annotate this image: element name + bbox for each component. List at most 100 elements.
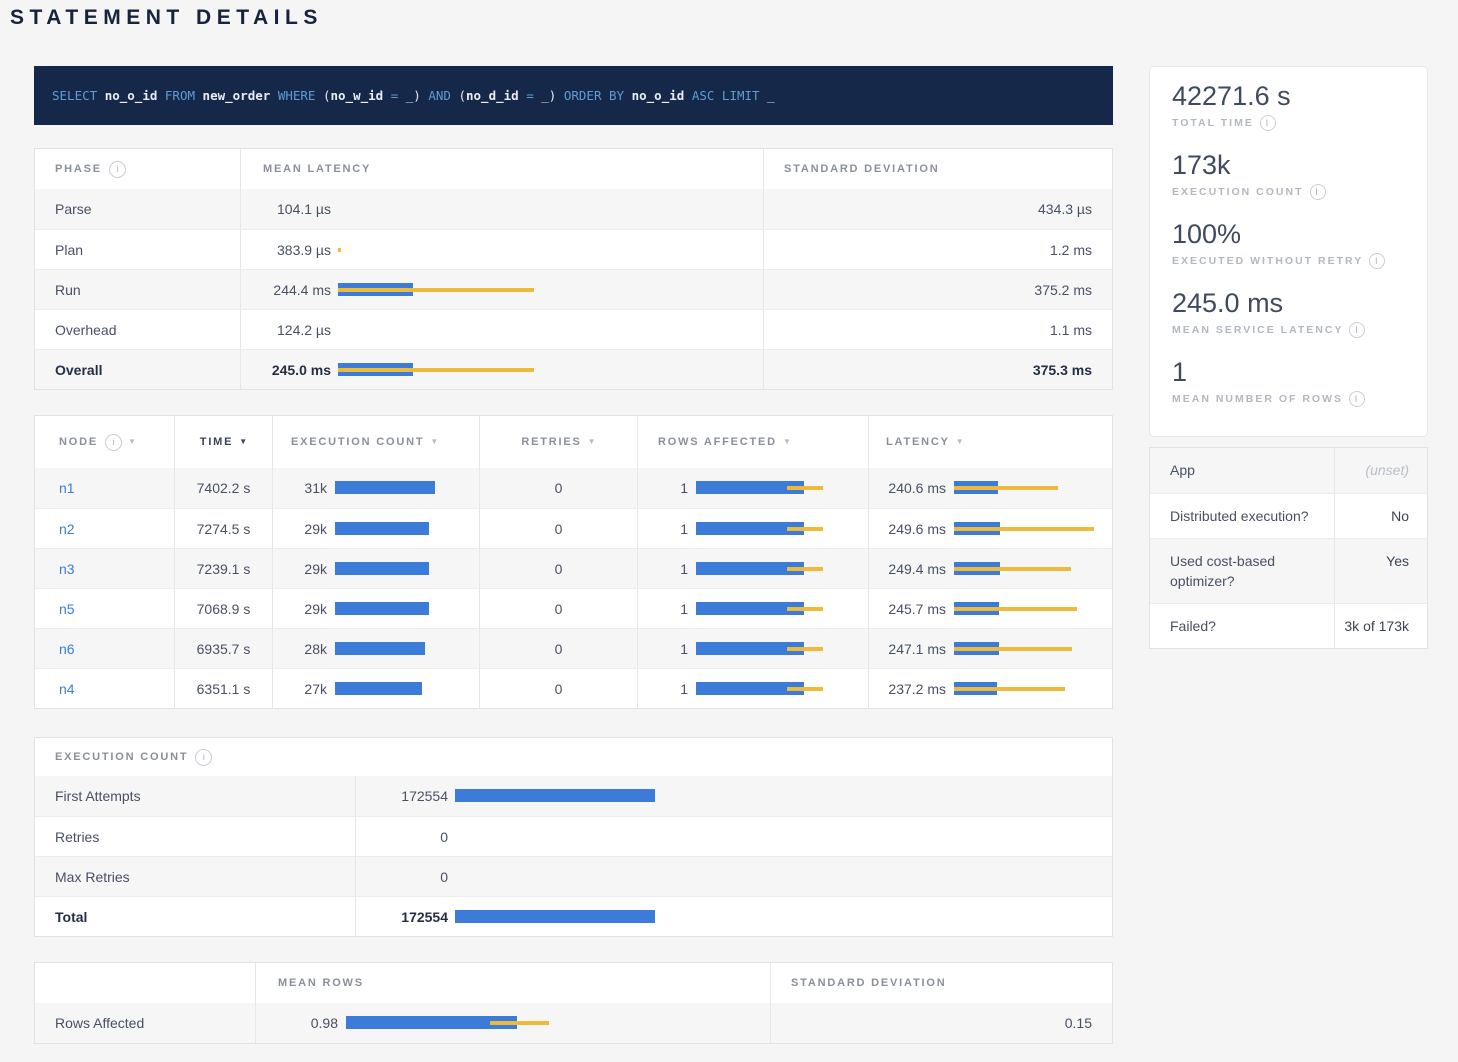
exec-row-value: 172554 <box>401 788 448 804</box>
rows-table-empty-header <box>35 963 256 1003</box>
node-table-row: n3 7239.1 s 29k 0 1 249.4 ms <box>35 548 1112 588</box>
exec-table-row: First Attempts 172554 <box>35 776 1112 816</box>
exec-table-row: Max Retries 0 <box>35 856 1112 896</box>
sql-token-pl: _ <box>767 88 775 103</box>
exec-row-value: 0 <box>440 868 448 885</box>
sql-token-id: no_w_id <box>330 88 391 103</box>
mean-latency-cell: 104.1 µs <box>241 189 764 229</box>
node-latency-cell: 245.7 ms <box>869 589 1112 628</box>
stat-label-text: Mean Service Latency <box>1172 324 1344 336</box>
bar-stddev-yellow <box>954 606 1077 611</box>
latency-header-cell[interactable]: Latency ▼ <box>869 416 1112 468</box>
stat-value: 42271.6 s <box>1172 81 1291 111</box>
phase-name: Run <box>35 270 241 309</box>
stat-label-text: Execution Count <box>1172 186 1304 198</box>
stat-info-icon[interactable]: i <box>1369 253 1386 269</box>
node-link[interactable]: n1 <box>59 480 75 496</box>
node-exec-cell: 29k <box>273 589 480 628</box>
phase-name: Plan <box>35 230 241 269</box>
mean-rows-header-label: Mean Rows <box>278 977 364 989</box>
exec-row-value: 0 <box>440 828 448 845</box>
stat-info-icon[interactable]: i <box>1259 115 1276 131</box>
rows-affected-sort-caret-icon[interactable]: ▼ <box>782 436 791 446</box>
stat-label: Executed Without Retry i <box>1172 253 1427 269</box>
node-info-icon[interactable]: i <box>104 433 122 451</box>
node-link[interactable]: n4 <box>59 680 75 697</box>
node-exec-bar <box>335 641 479 656</box>
mean-latency-cell: 124.2 µs <box>241 310 764 349</box>
stat-info-icon[interactable]: i <box>1349 391 1365 407</box>
phase-header-cell[interactable]: Phase i <box>35 149 241 189</box>
node-time-value: 7274.5 s <box>175 509 273 548</box>
app-table-row: Failed? 3k of 173k <box>1150 603 1427 648</box>
node-exec-value: 29k <box>304 520 327 537</box>
exec-count-header-cell[interactable]: Execution Count ▼ <box>273 416 480 468</box>
bar-stddev-yellow <box>338 287 534 292</box>
std-dev-header-cell[interactable]: Standard Deviation <box>764 149 1112 189</box>
exec-count-sort-caret-icon[interactable]: ▼ <box>430 436 439 446</box>
node-sort-caret-icon[interactable]: ▼ <box>127 436 136 446</box>
node-exec-bar <box>335 521 479 536</box>
node-link[interactable]: n3 <box>59 560 75 577</box>
node-statistics-table: Node i ▼ Time ▼ Execution Count ▼ Retrie… <box>34 415 1113 709</box>
latency-sort-caret-icon[interactable]: ▼ <box>955 436 964 446</box>
app-row-label: Distributed execution? <box>1150 494 1335 538</box>
stat-info-icon[interactable]: i <box>1349 322 1366 338</box>
bar-blue <box>455 789 655 802</box>
node-latency-cell: 249.4 ms <box>869 549 1112 588</box>
bar-blue <box>696 521 804 535</box>
bar-blue <box>335 641 425 655</box>
retries-header-cell[interactable]: Retries ▼ <box>480 416 638 468</box>
exec-row-cell: 172554 <box>356 897 1112 936</box>
node-table-row: n1 7402.2 s 31k 0 1 240.6 ms <box>35 468 1112 508</box>
latency-header-label: Latency <box>886 436 950 448</box>
retries-sort-caret-icon[interactable]: ▼ <box>587 436 596 446</box>
stat-label-text: Total Time <box>1172 117 1254 129</box>
bar-blue <box>696 481 804 494</box>
node-rows-bar <box>696 481 868 495</box>
phase-info-icon[interactable]: i <box>108 160 126 178</box>
node-latency-bar <box>954 641 1112 656</box>
phase-header-label: Phase <box>55 163 102 175</box>
mean-latency-header-label: Mean Latency <box>263 163 372 175</box>
stat-label: Mean Number of Rows i <box>1172 391 1427 407</box>
rows-affected-header-cell[interactable]: Rows Affected ▼ <box>638 416 869 468</box>
node-link[interactable]: n6 <box>59 640 75 657</box>
sql-token-id: no_o_id <box>631 88 692 103</box>
node-rows-bar <box>696 641 868 656</box>
node-header-cell[interactable]: Node i ▼ <box>35 416 175 468</box>
node-header-label: Node <box>59 436 98 448</box>
node-latency-bar <box>954 601 1112 616</box>
node-time-value: 7402.2 s <box>175 468 273 508</box>
phase-latency-table: Phase i Mean Latency Standard Deviation … <box>34 148 1113 390</box>
node-rows-cell: 1 <box>638 549 869 588</box>
mean-rows-bar <box>346 1016 770 1030</box>
sql-token-pl: ( <box>322 88 331 103</box>
node-link[interactable]: n2 <box>59 520 75 537</box>
time-header-cell[interactable]: Time ▼ <box>175 416 273 468</box>
mean-latency-value: 245.0 ms <box>271 361 331 378</box>
exec-row-bar <box>455 909 1075 924</box>
node-latency-value: 249.4 ms <box>888 560 946 577</box>
mean-latency-header-cell[interactable]: Mean Latency <box>241 149 764 189</box>
exec-table-title: Execution Count <box>55 751 189 763</box>
node-latency-cell: 249.6 ms <box>869 509 1112 548</box>
node-retries-value: 0 <box>480 629 638 668</box>
bar-blue <box>346 1016 517 1029</box>
node-rows-value: 1 <box>680 600 688 617</box>
exec-table-row: Retries 0 <box>35 816 1112 856</box>
node-link[interactable]: n5 <box>59 600 75 617</box>
stat-label-text: Mean Number of Rows <box>1172 393 1343 405</box>
stat-info-icon[interactable]: i <box>1309 184 1326 200</box>
exec-table-info-icon[interactable]: i <box>195 748 213 766</box>
node-retries-value: 0 <box>480 589 638 628</box>
node-latency-bar <box>954 481 1112 495</box>
node-latency-bar <box>954 561 1112 576</box>
bar-stddev-yellow <box>954 646 1072 651</box>
node-exec-cell: 31k <box>273 468 480 508</box>
mean-latency-bar <box>338 362 763 377</box>
time-sort-caret-icon[interactable]: ▼ <box>239 436 248 446</box>
sql-token-kw: ORDER BY <box>563 88 632 103</box>
summary-stat: 173k Execution Count i <box>1172 148 1427 217</box>
node-exec-cell: 28k <box>273 629 480 668</box>
